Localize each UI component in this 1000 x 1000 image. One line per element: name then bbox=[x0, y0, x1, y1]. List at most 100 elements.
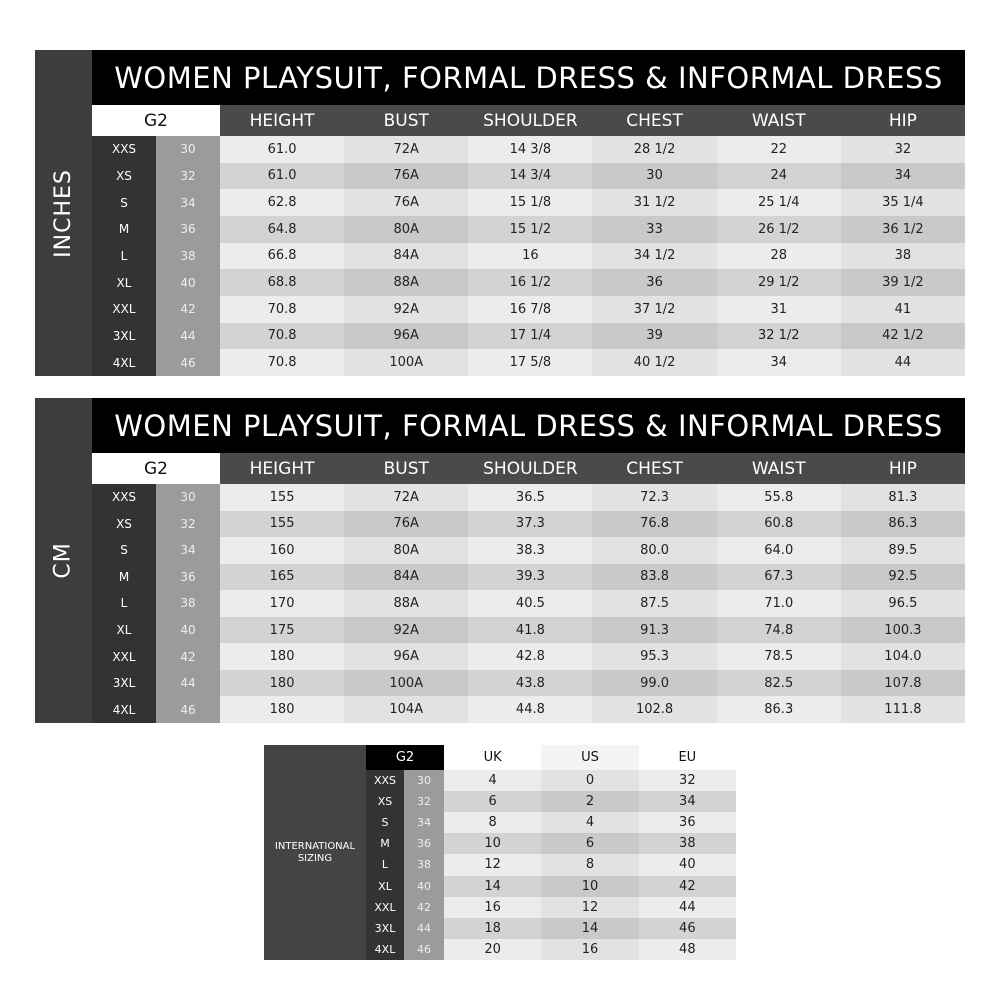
column-header-height: HEIGHT bbox=[220, 453, 345, 484]
table-cell: 16 bbox=[468, 242, 593, 270]
size-number: 40 bbox=[156, 616, 220, 644]
table-cell: 30 bbox=[592, 162, 717, 190]
column-header-hip: HIP bbox=[840, 453, 965, 484]
table-cell: 36 bbox=[638, 812, 736, 834]
table-cell: 14 bbox=[541, 917, 639, 939]
cm-size-table: CM WOMEN PLAYSUIT, FORMAL DRESS & INFORM… bbox=[35, 398, 965, 723]
size-label: XXS bbox=[366, 770, 404, 792]
table-cell: 15 1/2 bbox=[468, 215, 593, 243]
table-cell: 96.5 bbox=[840, 590, 965, 617]
size-number: 36 bbox=[156, 563, 220, 591]
table-cell: 36 1/2 bbox=[840, 215, 965, 243]
table-cell: 8 bbox=[444, 812, 542, 834]
table-cell: 60.8 bbox=[716, 510, 841, 538]
size-label: XL bbox=[92, 616, 156, 644]
table-cell: 100A bbox=[344, 349, 469, 376]
size-number: 34 bbox=[156, 537, 220, 564]
side-label-text: INCHES bbox=[51, 168, 76, 258]
table-cell: 2 bbox=[541, 791, 639, 813]
table-cell: 92.5 bbox=[840, 563, 965, 591]
table-cell: 170 bbox=[220, 590, 345, 617]
table-cell: 32 1/2 bbox=[716, 322, 841, 350]
size-label: M bbox=[92, 215, 156, 243]
size-label: XL bbox=[366, 875, 404, 897]
table-cell: 96A bbox=[344, 643, 469, 670]
column-header-us: US bbox=[541, 745, 639, 770]
size-number: 44 bbox=[156, 669, 220, 697]
column-header-shoulder: SHOULDER bbox=[468, 105, 593, 136]
size-label: 3XL bbox=[366, 917, 404, 939]
table-cell: 70.8 bbox=[220, 322, 345, 350]
table-cell: 44 bbox=[840, 349, 965, 376]
size-number: 34 bbox=[156, 189, 220, 216]
table-cell: 14 bbox=[444, 875, 542, 897]
size-number: 46 bbox=[156, 696, 220, 723]
size-label: 4XL bbox=[366, 938, 404, 960]
table-cell: 180 bbox=[220, 696, 345, 723]
size-number: 46 bbox=[404, 938, 444, 960]
table-cell: 92A bbox=[344, 295, 469, 323]
table-cell: 104A bbox=[344, 696, 469, 723]
table-cell: 32 bbox=[840, 136, 965, 163]
table-cell: 76A bbox=[344, 189, 469, 216]
table-cell: 95.3 bbox=[592, 643, 717, 670]
size-number: 36 bbox=[156, 215, 220, 243]
table-cell: 8 bbox=[541, 854, 639, 876]
table-cell: 16 bbox=[444, 896, 542, 918]
cm-side-label: CM bbox=[35, 398, 92, 723]
table-cell: 25 1/4 bbox=[716, 189, 841, 216]
table-cell: 180 bbox=[220, 669, 345, 697]
table-cell: 42 bbox=[638, 875, 736, 897]
table-cell: 87.5 bbox=[592, 590, 717, 617]
column-header-chest: CHEST bbox=[592, 105, 717, 136]
table-cell: 41.8 bbox=[468, 616, 593, 644]
size-number: 42 bbox=[156, 295, 220, 323]
size-number: 44 bbox=[404, 917, 444, 939]
size-number: 38 bbox=[156, 242, 220, 270]
column-header-chest: CHEST bbox=[592, 453, 717, 484]
column-header-eu: EU bbox=[638, 745, 736, 770]
size-number: 32 bbox=[404, 791, 444, 813]
table-cell: 55.8 bbox=[716, 484, 841, 511]
table-cell: 84A bbox=[344, 242, 469, 270]
table-cell: 175 bbox=[220, 616, 345, 644]
table-cell: 155 bbox=[220, 510, 345, 538]
size-number: 30 bbox=[156, 136, 220, 163]
table-cell: 22 bbox=[716, 136, 841, 163]
table-cell: 111.8 bbox=[840, 696, 965, 723]
table-cell: 17 5/8 bbox=[468, 349, 593, 376]
table-cell: 72.3 bbox=[592, 484, 717, 511]
table-cell: 100.3 bbox=[840, 616, 965, 644]
table-cell: 42 1/2 bbox=[840, 322, 965, 350]
inches-grid: G2 HEIGHT BUST SHOULDER CHEST WAIST HIP XXS 30 61… bbox=[92, 105, 965, 376]
table-cell: 81.3 bbox=[840, 484, 965, 511]
table-cell: 72A bbox=[344, 136, 469, 163]
size-label: XXL bbox=[92, 643, 156, 670]
table-cell: 38 bbox=[840, 242, 965, 270]
table-cell: 78.5 bbox=[716, 643, 841, 670]
table-cell: 15 1/8 bbox=[468, 189, 593, 216]
size-number: 32 bbox=[156, 162, 220, 190]
size-label: XS bbox=[366, 791, 404, 813]
table-cell: 29 1/2 bbox=[716, 269, 841, 296]
table-cell: 80A bbox=[344, 537, 469, 564]
size-label: XL bbox=[92, 269, 156, 296]
size-number: 42 bbox=[404, 896, 444, 918]
size-label: XS bbox=[92, 510, 156, 538]
table-cell: 37.3 bbox=[468, 510, 593, 538]
table-cell: 72A bbox=[344, 484, 469, 511]
table-cell: 102.8 bbox=[592, 696, 717, 723]
size-label: 3XL bbox=[92, 669, 156, 697]
table-cell: 40 1/2 bbox=[592, 349, 717, 376]
size-number: 40 bbox=[156, 269, 220, 296]
table-cell: 89.5 bbox=[840, 537, 965, 564]
g2-header: G2 bbox=[92, 453, 220, 484]
size-number: 38 bbox=[156, 590, 220, 617]
size-number: 32 bbox=[156, 510, 220, 538]
size-label: XXL bbox=[366, 896, 404, 918]
table-cell: 10 bbox=[541, 875, 639, 897]
table-cell: 33 bbox=[592, 215, 717, 243]
table-cell: 36 bbox=[592, 269, 717, 296]
table-cell: 17 1/4 bbox=[468, 322, 593, 350]
table-cell: 165 bbox=[220, 563, 345, 591]
